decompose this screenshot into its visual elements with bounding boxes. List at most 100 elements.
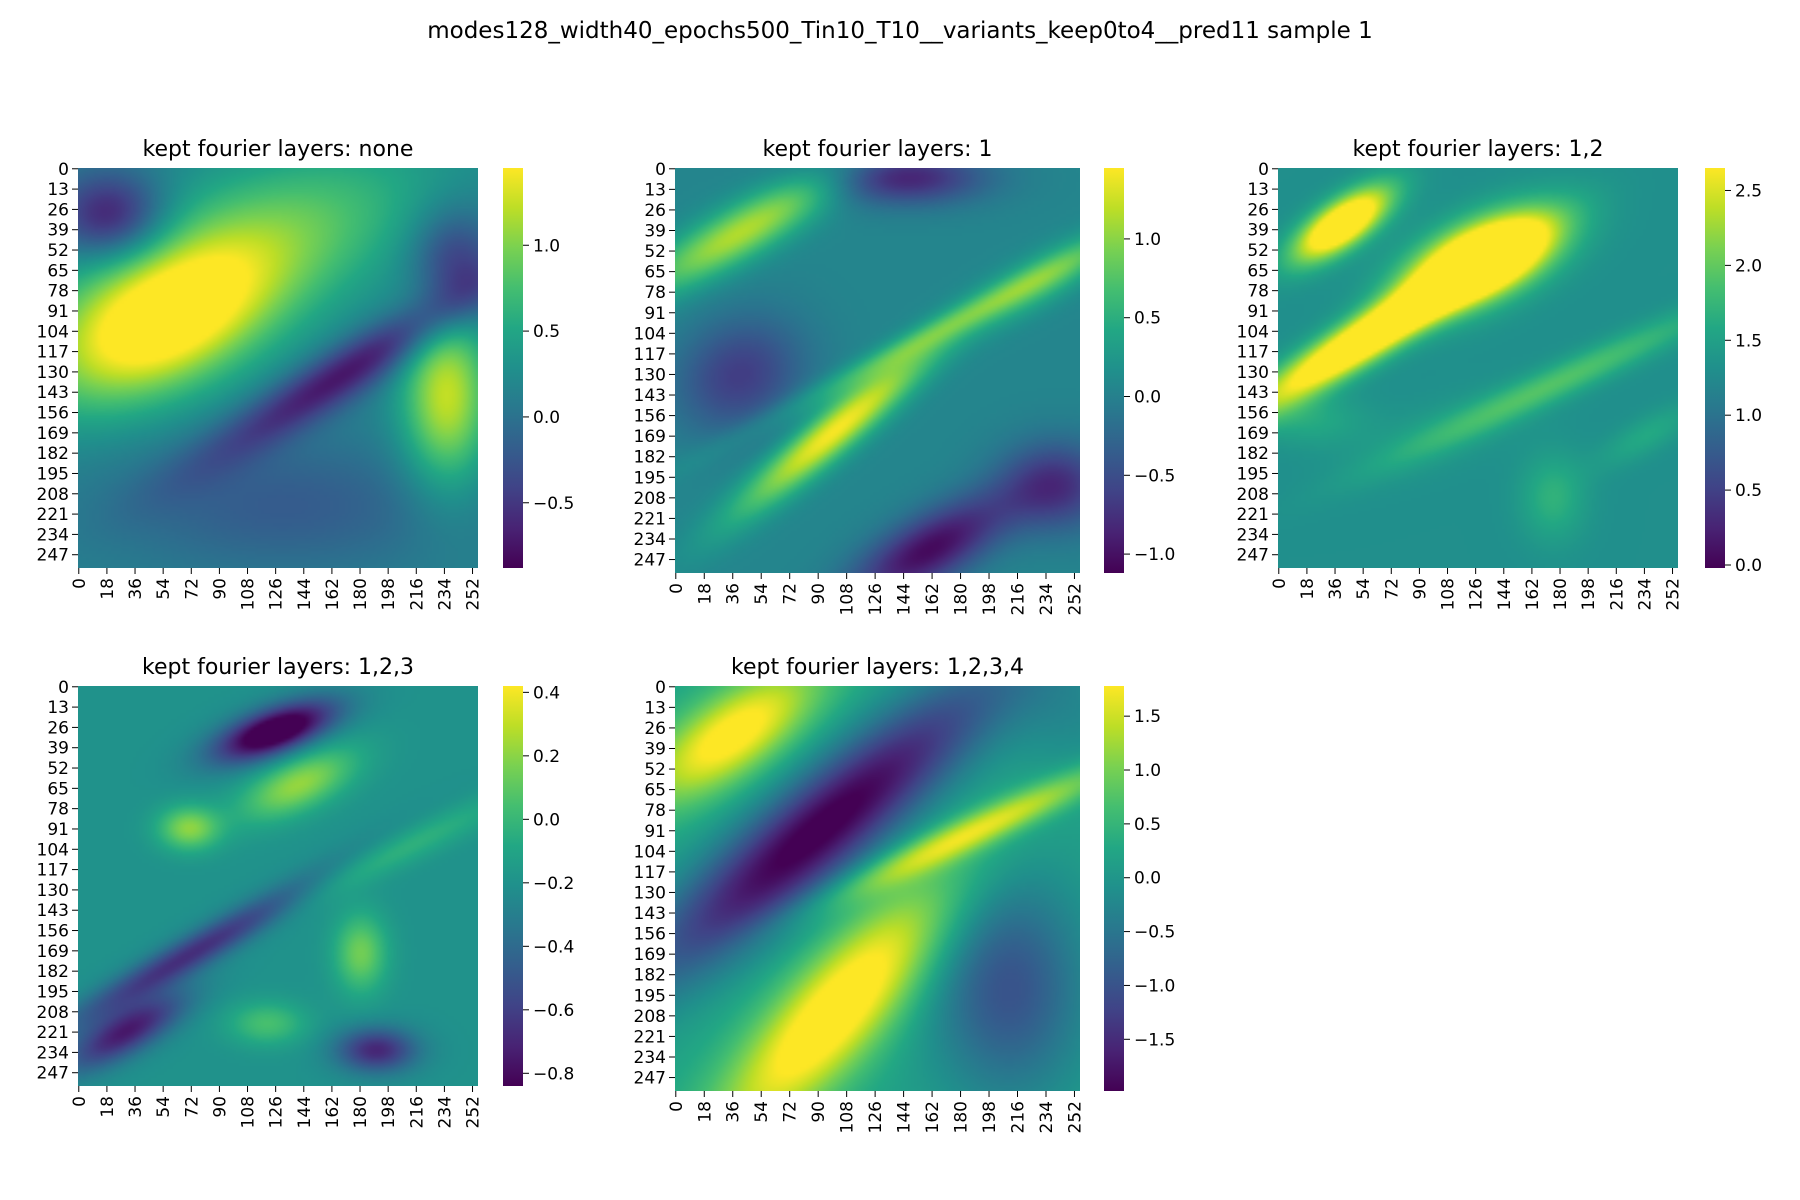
x-tick-label: 180 <box>351 1096 371 1128</box>
x-tick-label: 198 <box>1579 578 1599 610</box>
x-tick-label: 252 <box>1664 578 1684 610</box>
y-tick-label: 26 <box>1247 200 1269 220</box>
x-tick-label: 0 <box>667 1101 687 1112</box>
y-tick-label: 234 <box>634 1048 666 1068</box>
x-tick-label: 0 <box>1270 578 1290 589</box>
y-tick-label: 78 <box>1247 282 1269 302</box>
colorbar-tick-label: 1.5 <box>1735 331 1762 351</box>
y-tick-label: 104 <box>1237 322 1269 342</box>
panel-title: kept fourier layers: 1 <box>762 137 992 162</box>
figure-title: modes128_width40_epochs500_Tin10_T10__va… <box>427 18 1373 44</box>
x-tick-label: 162 <box>323 578 343 610</box>
x-tick-label: 144 <box>295 578 315 610</box>
x-tick-label: 54 <box>752 583 772 605</box>
y-tick-label: 0 <box>1258 160 1269 180</box>
y-tick-label: 65 <box>47 261 69 281</box>
x-tick-label: 180 <box>351 578 371 610</box>
colorbar-tick-label: −1.0 <box>1134 545 1175 565</box>
x-tick-label: 144 <box>295 1096 315 1128</box>
colorbar <box>1705 168 1725 568</box>
y-tick-label: 143 <box>37 383 69 403</box>
y-tick-label: 234 <box>1237 525 1269 545</box>
heatmap-panel-3: kept fourier layers: 1,20132639526578911… <box>1237 137 1763 610</box>
y-tick-label: 156 <box>1237 404 1269 424</box>
y-tick-label: 221 <box>634 1027 666 1047</box>
y-tick-label: 91 <box>1247 302 1269 322</box>
x-tick-label: 72 <box>781 583 801 605</box>
x-tick-label: 108 <box>838 583 858 615</box>
y-tick-label: 104 <box>634 324 666 344</box>
heatmap-panel-2: kept fourier layers: 1013263952657891104… <box>634 137 1176 615</box>
x-tick-label: 18 <box>98 1096 118 1118</box>
colorbar-tick-label: 0.0 <box>1134 869 1161 889</box>
x-tick-label: 90 <box>809 1101 829 1123</box>
colorbar-tick-label: 0.2 <box>533 747 560 767</box>
y-tick-label: 26 <box>47 200 69 220</box>
x-tick-label: 162 <box>923 583 943 615</box>
y-tick-label: 143 <box>1237 383 1269 403</box>
y-tick-label: 208 <box>634 1007 666 1027</box>
y-tick-label: 208 <box>37 1003 69 1023</box>
colorbar-tick-label: 0.0 <box>533 408 560 428</box>
colorbar-tick-label: 0.5 <box>1134 815 1161 835</box>
x-tick-label: 18 <box>98 578 118 600</box>
colorbar <box>1104 686 1124 1091</box>
colorbar-tick-label: −0.5 <box>1134 466 1175 486</box>
x-tick-label: 54 <box>154 1096 174 1118</box>
colorbar-tick-label: −0.5 <box>533 494 574 514</box>
y-tick-label: 13 <box>47 698 69 718</box>
panel-title: kept fourier layers: 1,2,3 <box>142 655 414 680</box>
y-tick-label: 234 <box>37 525 69 545</box>
y-tick-label: 39 <box>644 221 666 241</box>
x-tick-label: 18 <box>695 583 715 605</box>
y-tick-label: 156 <box>634 925 666 945</box>
y-tick-label: 52 <box>1247 241 1269 261</box>
x-tick-label: 234 <box>1037 1101 1057 1133</box>
x-tick-label: 108 <box>239 578 259 610</box>
x-tick-label: 162 <box>323 1096 343 1128</box>
y-tick-label: 39 <box>47 739 69 759</box>
y-tick-label: 156 <box>37 922 69 942</box>
y-tick-label: 143 <box>634 904 666 924</box>
y-tick-label: 0 <box>58 678 69 698</box>
y-tick-label: 65 <box>1247 261 1269 281</box>
colorbar <box>503 168 523 568</box>
x-tick-label: 216 <box>407 578 427 610</box>
colorbar-tick-label: 0.0 <box>533 810 560 830</box>
y-tick-label: 65 <box>644 263 666 283</box>
y-tick-label: 52 <box>47 241 69 261</box>
y-tick-label: 221 <box>37 505 69 525</box>
y-tick-label: 182 <box>37 444 69 464</box>
y-tick-label: 195 <box>634 468 666 488</box>
x-tick-label: 252 <box>464 1096 484 1128</box>
x-tick-label: 36 <box>724 583 744 605</box>
y-tick-label: 182 <box>634 448 666 468</box>
x-tick-label: 36 <box>1326 578 1346 600</box>
x-tick-label: 144 <box>1495 578 1515 610</box>
y-tick-label: 156 <box>634 407 666 427</box>
y-tick-label: 247 <box>1237 546 1269 566</box>
y-tick-label: 91 <box>644 822 666 842</box>
x-tick-label: 126 <box>866 583 886 615</box>
y-tick-label: 117 <box>37 861 69 881</box>
colorbar-tick-label: 0.0 <box>1735 556 1762 576</box>
y-tick-label: 104 <box>37 840 69 860</box>
y-tick-label: 247 <box>634 1069 666 1089</box>
colorbar-tick-label: 0.4 <box>533 683 560 703</box>
x-tick-label: 198 <box>980 1101 1000 1133</box>
y-tick-label: 195 <box>37 982 69 1002</box>
x-tick-label: 0 <box>70 578 90 589</box>
x-tick-label: 126 <box>1467 578 1487 610</box>
colorbar-tick-label: −1.5 <box>1134 1030 1175 1050</box>
y-tick-label: 117 <box>37 343 69 363</box>
x-tick-label: 90 <box>1410 578 1430 600</box>
heatmap-panel-4: kept fourier layers: 1,2,301326395265789… <box>37 655 575 1128</box>
panel-title: kept fourier layers: none <box>143 137 414 162</box>
y-tick-label: 117 <box>634 345 666 365</box>
x-tick-label: 234 <box>435 1096 455 1128</box>
colorbar-tick-label: 0.5 <box>533 322 560 342</box>
x-tick-label: 36 <box>126 1096 146 1118</box>
heatmap-panel-1: kept fourier layers: none013263952657891… <box>37 137 575 610</box>
y-tick-label: 13 <box>644 698 666 718</box>
y-tick-label: 143 <box>634 386 666 406</box>
